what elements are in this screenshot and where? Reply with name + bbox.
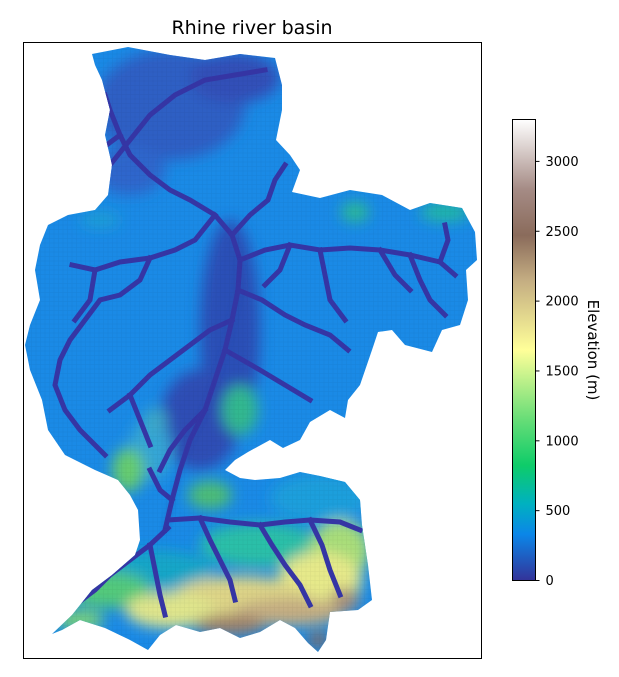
colorbar-tick-label: 1000 [546,434,579,449]
colorbar-tick-label: 2000 [546,295,579,310]
river-shadow [164,259,241,531]
colorbar-tick-label: 1500 [546,364,579,379]
colorbar-tick-label: 500 [546,504,571,519]
colorbar-label: Elevation (m) [584,300,602,401]
colorbar [512,119,536,581]
colorbar-tick-label: 3000 [546,155,579,170]
colorbar-ticks: 0 500 1000 1500 2000 2500 3000 [535,155,579,589]
colorbar-tick-label: 0 [546,574,554,589]
chart-title: Rhine river basin [171,17,332,39]
colorbar-tick-label: 2500 [546,225,579,240]
